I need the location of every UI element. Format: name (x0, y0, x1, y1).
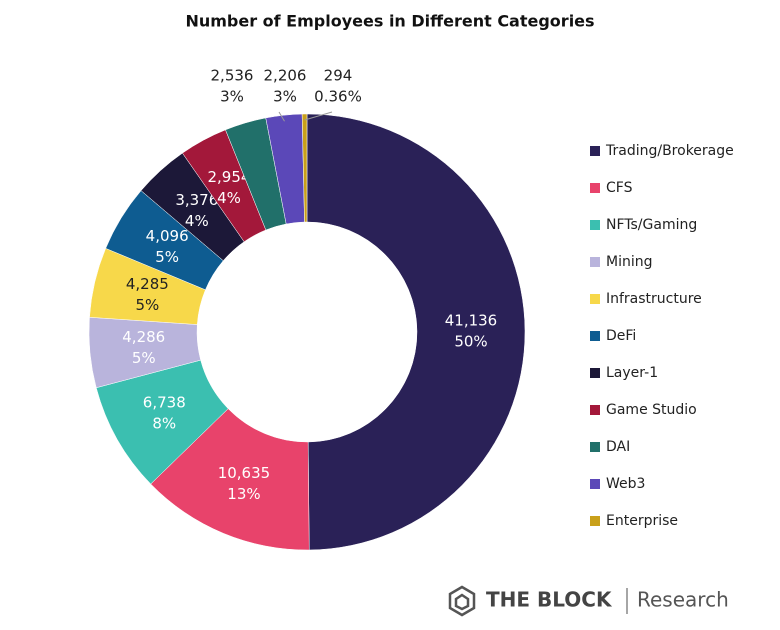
percent-label: 4% (217, 189, 241, 207)
legend-swatch (590, 479, 600, 489)
value-label: 2,536 (211, 67, 254, 85)
legend-label: NFTs/Gaming (606, 217, 697, 233)
donut-slice (301, 113, 308, 223)
legend-label: Game Studio (606, 402, 697, 418)
legend-swatch (590, 294, 600, 304)
legend-label: DeFi (606, 328, 636, 344)
percent-label: 13% (227, 485, 260, 503)
legend-label: Layer-1 (606, 365, 658, 381)
percent-label: 5% (132, 349, 156, 367)
legend-label: Web3 (606, 476, 645, 492)
brand-name: THE BLOCK (486, 588, 613, 612)
legend-swatch (590, 220, 600, 230)
legend-swatch (590, 516, 600, 526)
percent-label: 3% (273, 88, 297, 106)
percent-label: 8% (152, 414, 176, 432)
value-label: 6,738 (143, 393, 186, 411)
chart-title: Number of Employees in Different Categor… (185, 12, 594, 31)
legend-swatch (590, 368, 600, 378)
brand-logo (448, 585, 476, 617)
value-label: 2,206 (264, 67, 307, 85)
legend-label: Enterprise (606, 513, 678, 529)
legend-label: CFS (606, 180, 633, 196)
legend-swatch (590, 405, 600, 415)
value-label: 294 (324, 67, 353, 85)
percent-label: 5% (155, 248, 179, 266)
brand-section: Research (637, 588, 729, 612)
leader-line (304, 111, 333, 121)
legend-label: Mining (606, 254, 653, 270)
value-label: 41,136 (445, 312, 498, 330)
legend-swatch (590, 146, 600, 156)
legend-swatch (590, 442, 600, 452)
donut-slice (306, 113, 526, 551)
percent-label: 3% (220, 88, 244, 106)
legend-swatch (590, 183, 600, 193)
legend-label: Infrastructure (606, 291, 702, 307)
value-label: 4,096 (146, 227, 189, 245)
value-label: 4,285 (126, 275, 169, 293)
legend-swatch (590, 331, 600, 341)
value-label: 2,954 (208, 168, 251, 186)
value-label: 3,376 (175, 191, 218, 209)
legend-swatch (590, 257, 600, 267)
percent-label: 5% (135, 296, 159, 314)
value-label: 4,286 (122, 328, 165, 346)
value-label: 10,635 (218, 464, 271, 482)
percent-label: 50% (454, 333, 487, 351)
percent-label: 4% (185, 212, 209, 230)
percent-label: 0.36% (314, 88, 362, 106)
leader-line (278, 111, 285, 122)
legend-label: Trading/Brokerage (605, 143, 734, 159)
legend-label: DAI (606, 439, 630, 455)
